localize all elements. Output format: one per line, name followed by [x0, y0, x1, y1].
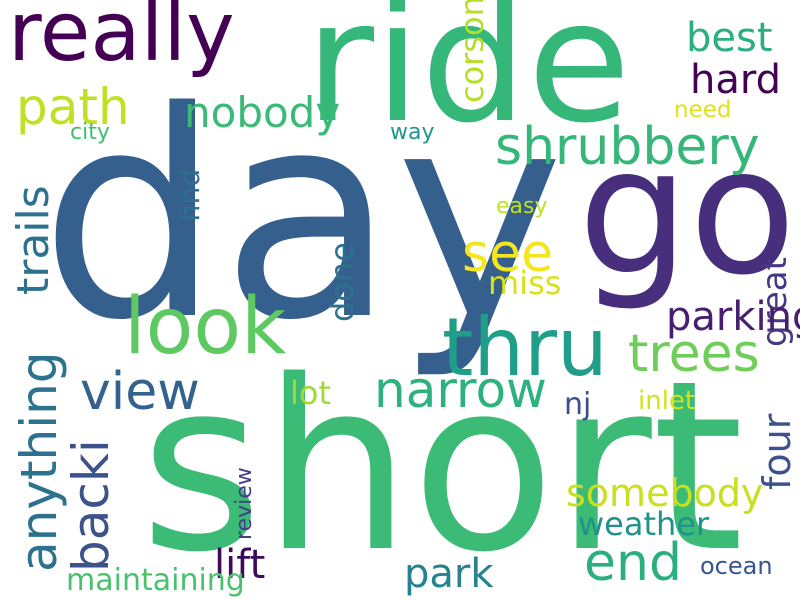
word-four: best	[686, 15, 773, 61]
word-great: nobody	[184, 88, 341, 137]
word-really: really	[8, 0, 235, 80]
word-anything: anything	[10, 351, 68, 572]
word-view: view	[80, 362, 200, 422]
word-lift: corsons	[453, 0, 491, 103]
word-review: park	[404, 551, 494, 597]
word-hard: four	[755, 413, 799, 490]
word-shrubbery: shrubbery	[495, 117, 760, 177]
word-somebody: need	[674, 97, 732, 123]
word-easy: miss	[488, 264, 562, 302]
word-parking: done	[323, 242, 361, 322]
word-need: city	[70, 120, 110, 145]
word-go: go	[578, 111, 797, 314]
word-look: look	[124, 282, 287, 372]
word-ride: ride	[305, 0, 631, 160]
word-park: find	[173, 168, 206, 222]
word-narrow: narrow	[374, 361, 547, 419]
word-city: way	[390, 120, 435, 145]
word-see: see	[462, 224, 554, 284]
word-path: path	[16, 78, 130, 136]
word-way: easy	[496, 194, 548, 219]
word-weather: maintaining	[66, 563, 245, 598]
word-trees: trees	[628, 324, 760, 384]
word-lot: nj	[564, 387, 592, 422]
word-short: short	[140, 331, 744, 600]
word-backi: backi	[62, 439, 120, 572]
word-best: somebody	[566, 471, 764, 515]
word-day: day	[40, 51, 565, 383]
word-trails: trails	[8, 185, 59, 295]
word-thru: thru	[442, 301, 608, 394]
word-nj: inlet	[638, 386, 696, 416]
word-end: end	[584, 533, 682, 593]
word-nobody: lift	[214, 542, 266, 588]
word-done: hard	[690, 57, 781, 103]
word-maintaining: review	[232, 467, 257, 540]
word-ocean: ocean	[700, 552, 773, 580]
word-miss: lot	[290, 374, 332, 412]
word-find: parking	[666, 294, 800, 340]
word-inlet: weather	[578, 505, 710, 543]
